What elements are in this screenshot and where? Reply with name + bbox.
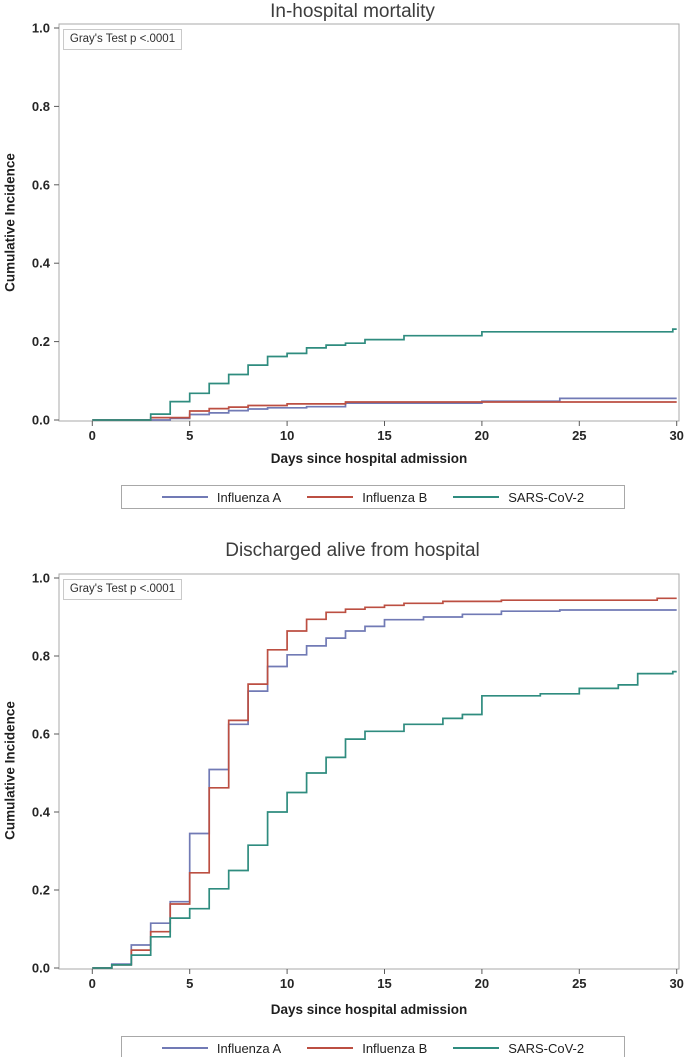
legend-item-influenza-a: Influenza A [161,1040,282,1056]
plot-area-1: 0 5 10 15 20 25 30 0.0 0.2 0.4 0.6 0.8 1.0 [32,571,684,992]
x-axis-title-mortality: Days since hospital admission [270,451,468,466]
x-tick-label: 30 [669,976,683,991]
plot-frame [58,23,680,422]
x-tick-label: 10 [280,428,294,443]
legend-label-influenza-b: Influenza B [362,1040,428,1056]
legend-line-influenza-b [307,1047,354,1049]
x-tick-label: 5 [186,428,193,443]
curve-influenza-b [92,401,677,421]
plot-area-0: 0 5 10 15 20 25 30 0.0 0.2 0.4 0.6 0.8 1.0 [32,21,684,444]
x-tick-label: 10 [280,976,294,991]
curve-influenza-a [92,609,677,969]
y-tick-label: 1.0 [32,21,50,36]
legend-line-influenza-b [307,496,354,498]
grays-test-annotation-discharge: Gray's Test p <.0001 [63,579,182,600]
x-tick-label: 0 [89,976,96,991]
legend-item-sars-cov-2: SARS-CoV-2 [453,490,584,505]
curve-sars-cov-2 [92,328,677,421]
y-axis-title-mortality: Cumulative Incidence [2,153,18,292]
x-tick-label: 25 [572,976,586,991]
x-tick-label: 20 [475,428,489,443]
curve-influenza-b [92,597,677,969]
y-axis-title-discharge: Cumulative Incidence [2,701,18,840]
legend-line-sars-cov-2 [453,496,500,498]
legend-discharge: Influenza A Influenza B SARS-CoV-2 [121,1036,625,1057]
curve-sars-cov-2 [92,670,677,969]
y-tick-label: 0.4 [32,805,51,820]
x-tick-label: 0 [89,428,96,443]
legend-line-influenza-a [161,496,208,498]
legend-line-influenza-a [161,1047,208,1049]
y-tick-label: 1.0 [32,571,50,586]
legend-label-sars-cov-2: SARS-CoV-2 [508,1040,585,1056]
y-tick-label: 0.0 [32,961,50,976]
x-tick-label: 25 [572,428,586,443]
x-tick-label: 20 [475,976,489,991]
legend-item-influenza-a: Influenza A [161,489,282,505]
x-axis-title-discharge: Days since hospital admission [270,1002,468,1017]
y-tick-label: 0.8 [32,99,50,114]
y-tick-label: 0.2 [32,883,50,898]
y-tick-label: 0.6 [32,177,50,192]
legend-label-sars-cov-2: SARS-CoV-2 [508,489,585,505]
legend-label-influenza-a: Influenza A [216,1040,282,1056]
chart-title-mortality: In-hospital mortality [270,1,435,22]
x-tick-label: 30 [669,428,683,443]
legend-item-influenza-b: Influenza B [307,490,427,505]
legend-line-sars-cov-2 [453,1047,500,1049]
x-tick-label: 15 [377,976,391,991]
chart-title-discharge: Discharged alive from hospital [225,540,480,561]
legend-item-sars-cov-2: SARS-CoV-2 [453,1041,584,1056]
legend-label-influenza-b: Influenza B [362,489,428,505]
y-tick-label: 0.4 [32,256,51,271]
x-tick-label: 15 [377,428,391,443]
legend-label-influenza-a: Influenza A [216,489,282,505]
y-tick-label: 0.0 [32,413,50,428]
y-tick-label: 0.2 [32,334,50,349]
plot-frame [58,573,680,970]
legend-item-influenza-b: Influenza B [307,1041,427,1056]
x-tick-label: 5 [186,976,193,991]
grays-test-annotation-mortality: Gray's Test p <.0001 [63,29,182,50]
y-tick-label: 0.6 [32,727,50,742]
y-tick-label: 0.8 [32,649,50,664]
legend-mortality: Influenza A Influenza B SARS-CoV-2 [121,485,625,509]
